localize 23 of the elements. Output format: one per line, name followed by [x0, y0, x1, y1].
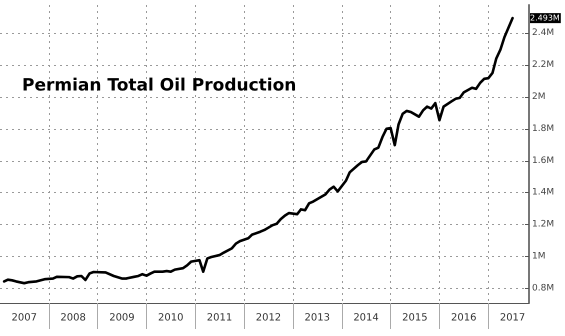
x-tick-label: 2007 — [11, 312, 37, 324]
x-tick-label: 2009 — [109, 312, 135, 324]
x-tick-label: 2017 — [500, 312, 526, 324]
y-tick-label: 0.8M — [532, 284, 554, 294]
line-series — [2, 16, 514, 284]
y-tick-label: 1.8M — [532, 124, 554, 134]
y-tick-label: 1.2M — [532, 220, 554, 230]
x-tick-label: 2012 — [256, 312, 282, 324]
x-tick-label: 2014 — [353, 312, 379, 324]
text: Permian Total Oil Production — [22, 76, 296, 96]
x-tick-label: 2008 — [60, 312, 86, 324]
x-tick-label: 2010 — [158, 312, 184, 324]
x-tick-label: 2016 — [451, 312, 476, 324]
x-tick-label: 2011 — [206, 312, 232, 324]
y-tick-label: 2.4M — [532, 28, 554, 38]
x-tick-label: 2015 — [402, 312, 428, 324]
y-tick-label: 1.4M — [532, 188, 554, 198]
y-tick-label: 2.2M — [532, 60, 554, 70]
y-tick-label: 1M — [532, 252, 546, 262]
x-tick-label: 2013 — [304, 312, 330, 324]
annotation: 2.493M — [530, 14, 560, 23]
y-tick-label: 2M — [532, 92, 546, 102]
y-tick-label: 1.6M — [532, 156, 554, 166]
